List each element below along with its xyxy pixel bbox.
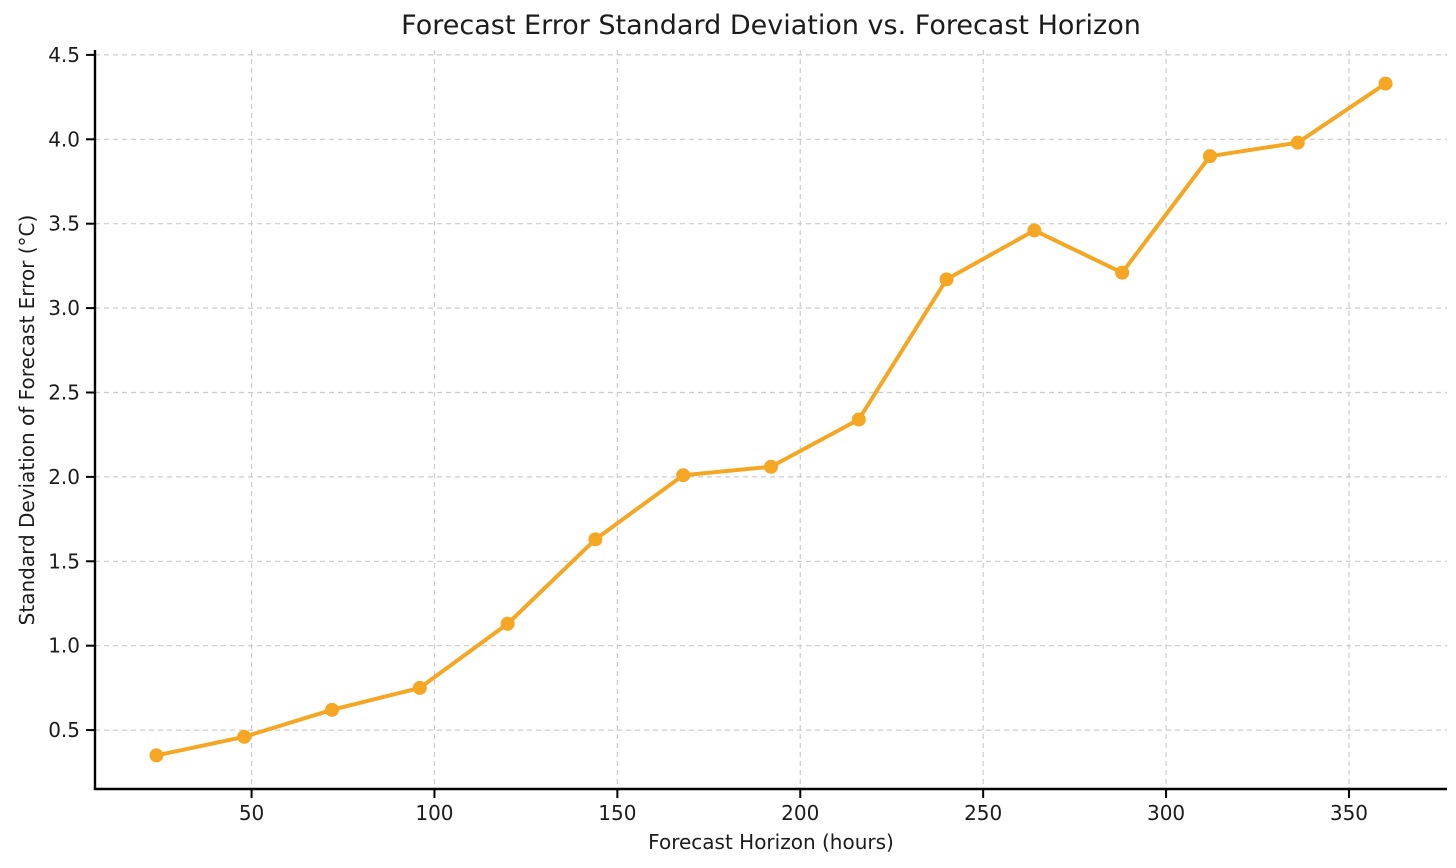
data-point-marker [851,412,866,427]
x-tick-label: 350 [1330,801,1368,825]
x-tick-label: 150 [598,801,636,825]
data-point-marker [1378,76,1393,91]
y-tick-label: 1.5 [48,549,80,573]
data-point-marker [1027,223,1042,238]
data-point-marker [676,468,691,483]
y-tick-label: 2.5 [48,380,80,404]
y-tick-label: 0.5 [48,718,80,742]
y-tick-label: 3.5 [48,212,80,236]
series-line [154,81,1388,758]
x-axis-label: Forecast Horizon (hours) [648,830,894,854]
y-tick-label: 4.0 [48,127,80,151]
y-tick-label: 1.0 [48,634,80,658]
y-axis-label: Standard Deviation of Forecast Error (°C… [15,214,39,626]
data-point-marker [149,748,164,763]
chart-title: Forecast Error Standard Deviation vs. Fo… [401,10,1141,41]
data-point-marker [588,532,603,547]
data-point-marker [325,702,340,717]
y-tick-label: 3.0 [48,296,80,320]
x-tick-label: 100 [415,801,453,825]
data-point-marker [237,729,252,744]
y-tick-label: 2.0 [48,465,80,489]
data-point-marker [412,680,427,695]
data-point-marker [1290,135,1305,150]
data-point-marker [1202,149,1217,164]
data-point-marker [764,459,778,474]
x-tick-label: 200 [781,801,819,825]
x-tick-label: 50 [239,801,264,825]
x-tick-label: 250 [964,801,1002,825]
y-tick-label: 4.5 [48,43,80,67]
data-point-marker [939,272,954,287]
data-point-marker [1115,265,1130,280]
data-point-marker [500,616,515,631]
x-tick-label: 300 [1147,801,1185,825]
